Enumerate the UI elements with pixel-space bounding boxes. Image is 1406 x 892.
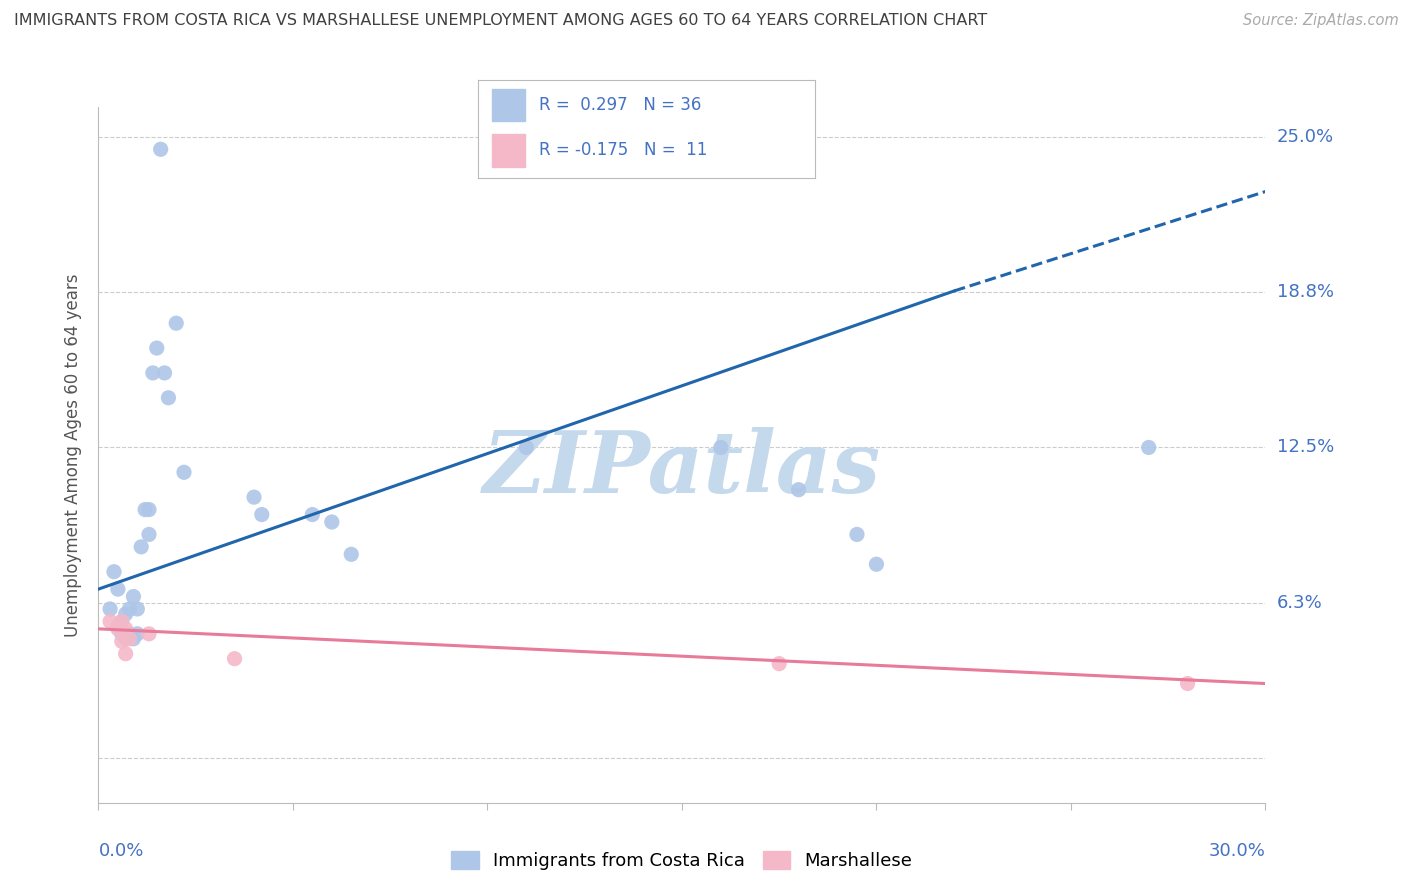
- Legend: Immigrants from Costa Rica, Marshallese: Immigrants from Costa Rica, Marshallese: [444, 844, 920, 877]
- Point: [1177, 676, 1199, 690]
- Point: [250, 508, 273, 522]
- Point: [122, 590, 145, 604]
- Text: 12.5%: 12.5%: [1277, 439, 1334, 457]
- Point: [122, 632, 145, 646]
- Point: [142, 366, 165, 380]
- Point: [768, 657, 790, 671]
- Text: 25.0%: 25.0%: [1277, 128, 1334, 146]
- Point: [138, 527, 160, 541]
- Point: [243, 490, 266, 504]
- Point: [138, 502, 160, 516]
- Point: [118, 627, 141, 641]
- Point: [138, 627, 160, 641]
- Point: [98, 615, 121, 629]
- Point: [134, 502, 156, 516]
- Point: [153, 366, 176, 380]
- Text: IMMIGRANTS FROM COSTA RICA VS MARSHALLESE UNEMPLOYMENT AMONG AGES 60 TO 64 YEARS: IMMIGRANTS FROM COSTA RICA VS MARSHALLES…: [14, 13, 987, 29]
- Text: 0.0%: 0.0%: [98, 842, 143, 860]
- Point: [107, 622, 129, 636]
- Text: R =  0.297   N = 36: R = 0.297 N = 36: [538, 96, 702, 114]
- Point: [114, 622, 136, 636]
- Point: [845, 527, 868, 541]
- Point: [111, 615, 134, 629]
- Bar: [492, 134, 526, 167]
- Point: [114, 607, 136, 621]
- Point: [149, 142, 172, 156]
- Text: Source: ZipAtlas.com: Source: ZipAtlas.com: [1243, 13, 1399, 29]
- Point: [710, 441, 733, 455]
- Point: [114, 647, 136, 661]
- Point: [224, 651, 246, 665]
- Y-axis label: Unemployment Among Ages 60 to 64 years: Unemployment Among Ages 60 to 64 years: [65, 273, 83, 637]
- Point: [127, 627, 149, 641]
- Point: [118, 602, 141, 616]
- Point: [787, 483, 810, 497]
- Point: [127, 602, 149, 616]
- Text: ZIPatlas: ZIPatlas: [482, 427, 882, 510]
- Point: [173, 466, 195, 480]
- Text: 18.8%: 18.8%: [1277, 283, 1333, 301]
- Point: [111, 615, 134, 629]
- Point: [1137, 441, 1160, 455]
- Point: [146, 341, 169, 355]
- Point: [301, 508, 323, 522]
- Point: [165, 316, 187, 330]
- Point: [340, 547, 363, 561]
- Point: [515, 441, 537, 455]
- Point: [114, 632, 136, 646]
- Point: [118, 632, 141, 646]
- Point: [129, 540, 152, 554]
- Point: [865, 558, 887, 572]
- Text: R = -0.175   N =  11: R = -0.175 N = 11: [538, 142, 707, 160]
- Text: 6.3%: 6.3%: [1277, 594, 1322, 612]
- Point: [107, 582, 129, 596]
- Bar: [492, 89, 526, 121]
- Point: [321, 515, 343, 529]
- Point: [98, 602, 121, 616]
- Point: [111, 627, 134, 641]
- Text: 30.0%: 30.0%: [1209, 842, 1265, 860]
- Point: [107, 619, 129, 633]
- Point: [111, 634, 134, 648]
- Point: [103, 565, 125, 579]
- Point: [157, 391, 180, 405]
